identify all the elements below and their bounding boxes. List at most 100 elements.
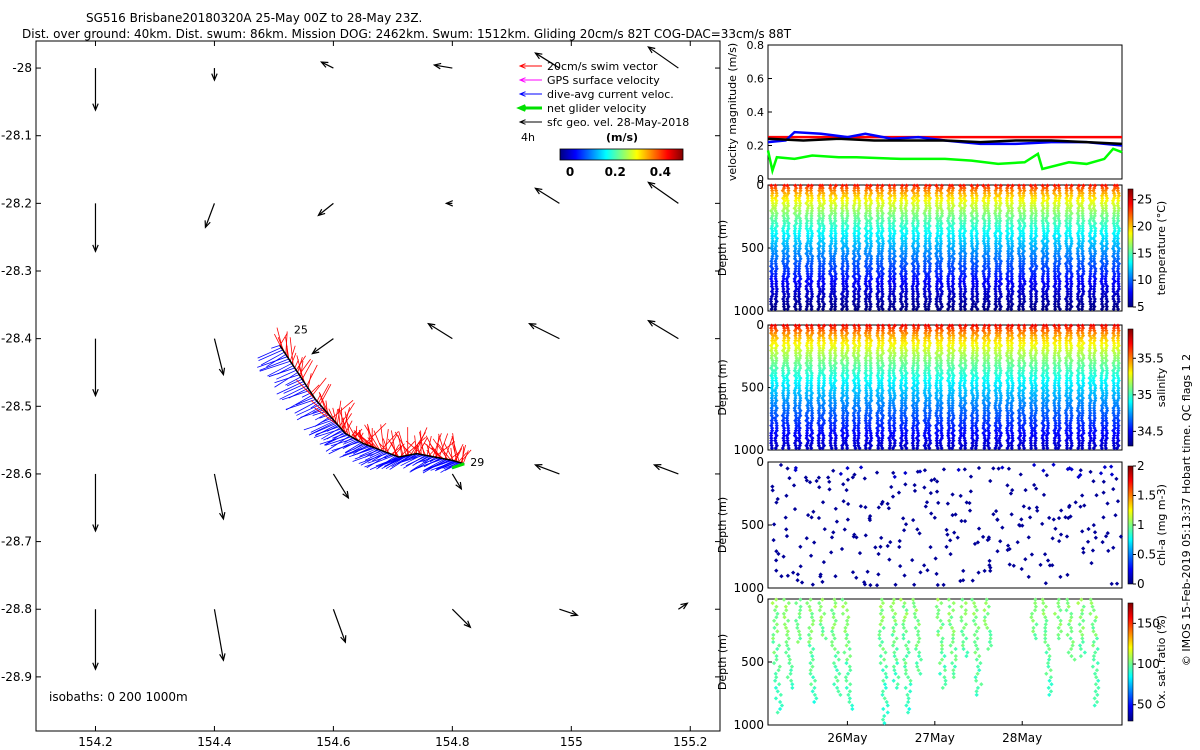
geo-arrow [204,203,215,229]
data-dot [797,216,803,221]
data-dot [809,304,814,309]
legend-entry: GPS surface velocity [547,74,660,87]
colorbar-tick-label: 0 [566,165,574,179]
dac-vector [323,430,344,441]
dac-vector [364,451,385,461]
geo-arrow-head [92,524,99,533]
section-axes [767,184,1123,312]
data-dot [773,281,779,287]
data-dot [784,193,790,198]
swim-vector [367,423,371,447]
data-dot [769,281,775,287]
map-axes [35,40,721,732]
data-dot [821,201,827,206]
data-dot [782,203,787,208]
data-dot [829,228,834,234]
data-dot [774,198,779,203]
data-dot [809,218,814,224]
geo-arrow [92,203,99,253]
dac-vector [276,369,297,380]
geo-arrow-head [219,511,226,521]
data-dot [809,259,814,264]
swim-vector [353,430,377,449]
swim-vector [301,360,313,380]
data-dot [829,206,834,211]
data-dot [808,281,813,287]
dac-vector [428,459,451,469]
data-dot [770,218,775,224]
data-dot [817,264,822,269]
data-dot [805,233,810,239]
data-dot [821,193,826,198]
geo-arrow-head [204,220,211,229]
geo-arrow-head [218,367,226,377]
data-dot [816,281,821,287]
geo-arrow-head [92,103,99,112]
swim-vector [444,436,453,460]
data-dot [773,274,778,279]
data-dot [786,186,791,191]
data-dot [805,228,811,234]
dac-vector [259,360,291,372]
data-dot [809,271,814,276]
data-dot [781,254,786,259]
title-line-2: Dist. over ground: 40km. Dist. swum: 86k… [22,27,792,41]
data-dot [806,256,811,261]
data-dot [770,243,775,249]
dac-vector [308,422,337,436]
data-dot [784,276,789,281]
swim-vector [285,336,290,359]
dac-vector [267,363,292,377]
data-dot [782,243,787,249]
data-dot [805,266,810,271]
data-dot [821,243,826,249]
dac-vector [294,400,318,414]
geo-arrow [534,52,560,69]
map-xtick-label: 154.8 [435,735,469,749]
legend-swatch-head [516,104,527,112]
swim-vector [364,424,380,450]
swim-vector [338,408,349,436]
swim-vector [451,441,458,462]
data-dot [821,269,826,274]
swim-vector [403,447,413,455]
swim-vector [350,429,358,437]
dac-vector [366,453,391,469]
swim-vector [438,433,449,459]
data-dot [821,223,826,229]
data-dot [817,183,823,188]
geo-arrow [92,338,99,398]
data-dot [793,236,798,241]
dac-vector [423,458,446,471]
data-dot [817,208,822,213]
swim-vector [318,383,330,404]
swim-vector [388,438,400,458]
dac-vector [315,412,328,421]
map-xtick-label: 154.6 [316,735,350,749]
dac-vector [259,358,289,371]
dac-vector [285,399,316,410]
geo-arrow [647,46,679,69]
data-dot [770,203,776,208]
data-dot [781,251,786,256]
dac-vector [330,438,355,447]
data-dot [785,296,790,302]
data-dot [773,228,779,234]
data-dot [782,216,787,221]
map-ytick-label: -28.2 [1,196,32,210]
map-ytick-label: -28.5 [1,399,32,413]
data-dot [817,211,822,216]
data-dot [809,186,814,191]
geo-arrow-head [647,46,656,54]
data-dot [805,269,810,274]
colorbar-tick-label: 35.5 [1137,351,1164,365]
section-ytick-label: 500 [741,381,764,395]
data-dot [828,193,833,198]
map-xtick-label: 154.4 [197,735,231,749]
legend-swatch-head [518,63,526,69]
data-dot [817,236,822,241]
dac-vector [405,455,428,467]
section-ytick-label: 1000 [733,304,764,318]
data-dot [809,198,814,203]
